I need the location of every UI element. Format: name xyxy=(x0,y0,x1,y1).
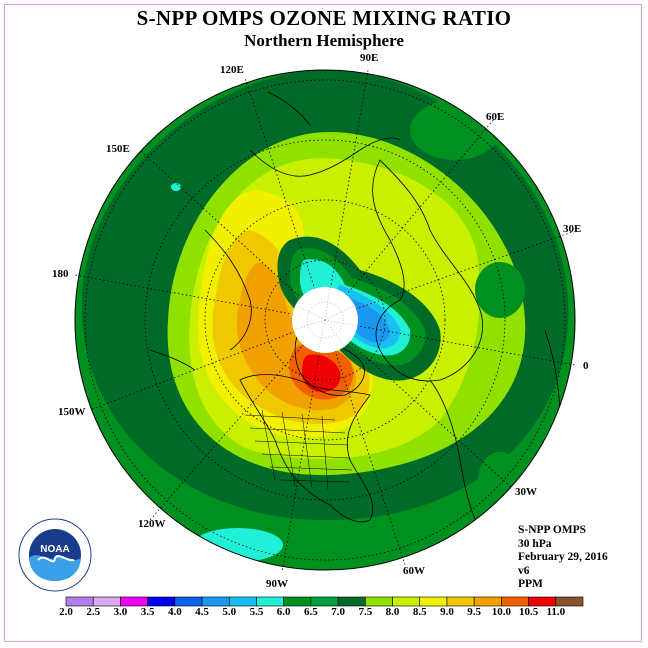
colorbar-swatch xyxy=(92,596,121,607)
colorbar-swatch xyxy=(310,596,339,607)
patch-green-east xyxy=(475,262,525,318)
lon-label-90e: 90E xyxy=(360,52,379,64)
lon-label-150e: 150E xyxy=(106,143,130,155)
version-text: v6 xyxy=(518,564,530,577)
pressure-text: 30 hPa xyxy=(518,537,552,550)
instrument-text: S-NPP OMPS xyxy=(518,524,587,536)
patch-cyan-north xyxy=(171,183,181,191)
lon-label-150w: 150W xyxy=(58,406,86,418)
patch-green-southeast xyxy=(478,452,522,508)
lon-label-120w: 120W xyxy=(138,518,166,530)
colorbar-tick-label: 2.5 xyxy=(86,606,101,618)
colorbar-tick-label: 10.0 xyxy=(491,606,511,618)
colorbar-swatch xyxy=(283,596,312,607)
colorbar xyxy=(65,596,584,607)
colorbar-swatch xyxy=(120,596,148,607)
map-title: S-NPP OMPS OZONE MIXING RATIO xyxy=(136,6,512,30)
colorbar-tick-label: 7.0 xyxy=(331,606,345,618)
noaa-logo-icon: NOAA xyxy=(18,518,92,592)
lon-label-60e: 60E xyxy=(486,111,505,123)
colorbar-tick-label: 8.5 xyxy=(412,606,427,618)
colorbar-swatch xyxy=(228,596,257,607)
lon-label-90w: 90W xyxy=(266,578,288,590)
colorbar-tick-label: 11.0 xyxy=(546,606,566,618)
colorbar-swatch xyxy=(65,596,94,607)
colorbar-swatch xyxy=(446,596,475,607)
vortex-4-5 xyxy=(346,298,391,343)
colorbar-tick-label: 8.0 xyxy=(385,606,400,618)
colorbar-swatch xyxy=(528,596,557,607)
patch-green-northeast xyxy=(410,100,500,160)
lon-label-120e: 120E xyxy=(220,64,244,76)
band-10-5 xyxy=(302,354,341,392)
noaa-logo-text: NOAA xyxy=(40,544,69,555)
colorbar-tick-label: 6.5 xyxy=(304,606,318,618)
colorbar-swatch xyxy=(365,596,393,607)
colorbar-tick-label: 7.5 xyxy=(358,606,373,618)
colorbar-tick-label: 10.5 xyxy=(518,606,539,618)
colorbar-tick-label: 6.0 xyxy=(276,606,291,618)
colorbar-swatch xyxy=(419,596,448,607)
colorbar-tick-label: 9.0 xyxy=(440,606,454,618)
colorbar-tick-label: 5.0 xyxy=(222,606,237,618)
lon-label-30w: 30W xyxy=(515,486,537,498)
colorbar-tick-label: 9.5 xyxy=(467,606,482,618)
colorbar-swatch xyxy=(337,596,366,607)
colorbar-swatch xyxy=(555,596,584,607)
colorbar-swatch xyxy=(256,596,284,607)
map-subtitle: Northern Hemisphere xyxy=(244,31,404,50)
map-boundary xyxy=(74,69,576,571)
colorbar-swatch xyxy=(392,596,421,607)
colorbar-swatch xyxy=(473,596,502,607)
polar-hole-graticule xyxy=(292,286,359,353)
page-frame xyxy=(4,4,642,642)
colorbar-tick-label: 3.0 xyxy=(113,606,128,618)
state-boundaries xyxy=(244,409,353,491)
colorbar-tick-label: 2.0 xyxy=(59,606,73,618)
patch-cyan-south xyxy=(193,528,283,562)
colorbar-tick-label: 4.0 xyxy=(167,606,182,618)
colorbar-swatch xyxy=(174,596,203,607)
coastlines xyxy=(149,91,561,531)
lon-label-60w: 60W xyxy=(403,565,425,577)
graticule xyxy=(74,69,576,573)
colorbar-swatch xyxy=(501,596,529,607)
date-text: February 29, 2016 xyxy=(518,551,608,563)
colorbar-swatch xyxy=(147,596,176,607)
colorbar-tick-label: 3.5 xyxy=(140,606,155,618)
product-info: S-NPP OMPS 30 hPa February 29, 2016 v6 P… xyxy=(518,524,608,592)
lon-label-30e: 30E xyxy=(563,223,582,235)
lon-label-0: 0 xyxy=(583,360,589,372)
colorbar-tick-label: 4.5 xyxy=(195,606,209,618)
lon-label-180: 180 xyxy=(52,268,69,280)
colorbar-tick-label: 5.5 xyxy=(249,606,264,618)
units-text: PPM xyxy=(518,578,543,590)
colorbar-swatch xyxy=(201,596,230,607)
